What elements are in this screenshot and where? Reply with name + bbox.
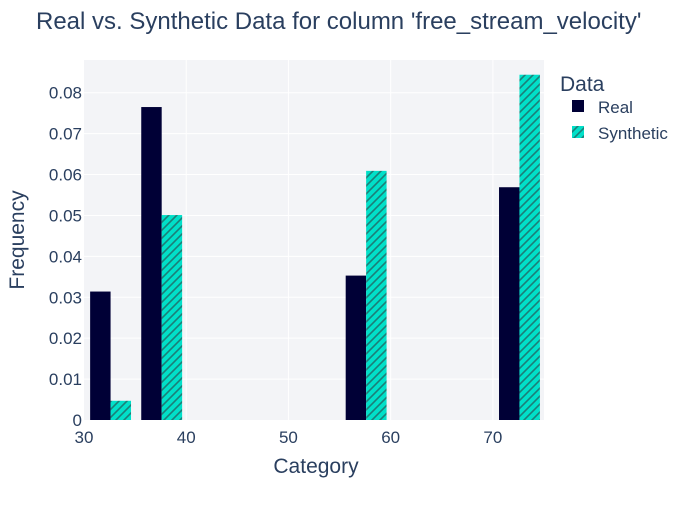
legend-label-real: Real: [598, 98, 633, 117]
legend-item-real[interactable]: Real: [572, 98, 633, 117]
legend-item-synthetic[interactable]: Synthetic: [572, 124, 668, 143]
legend: Data Real Synthetic: [560, 73, 668, 143]
y-tick-label: 0.02: [49, 329, 82, 348]
x-tick-label: 40: [177, 428, 196, 447]
legend-swatch-synthetic: [572, 126, 584, 138]
x-tick-label: 30: [75, 428, 94, 447]
y-tick-label: 0.06: [49, 166, 82, 185]
legend-swatch-real: [572, 100, 584, 112]
bars: [90, 74, 540, 421]
bar-real[interactable]: [90, 291, 111, 420]
bar-real[interactable]: [141, 107, 162, 420]
y-tick-label: 0.07: [49, 125, 82, 144]
bar-synthetic[interactable]: [519, 74, 540, 421]
legend-label-synthetic: Synthetic: [598, 124, 668, 143]
chart-title: Real vs. Synthetic Data for column 'free…: [36, 8, 641, 35]
y-tick-labels: 0 0.01 0.02 0.03 0.04 0.05 0.06 0.07 0.08: [49, 84, 82, 430]
x-axis-label: Category: [273, 455, 359, 478]
bar-synthetic[interactable]: [110, 400, 132, 420]
y-tick-label: 0: [73, 411, 82, 430]
x-tick-labels: 30 40 50 60 70: [75, 428, 503, 447]
bar-real[interactable]: [499, 187, 520, 420]
bar-synthetic[interactable]: [161, 215, 183, 420]
x-tick-label: 70: [483, 428, 502, 447]
y-tick-label: 0.01: [49, 370, 82, 389]
x-tick-label: 60: [381, 428, 400, 447]
legend-title: Data: [560, 73, 605, 96]
y-tick-label: 0.03: [49, 288, 82, 307]
y-tick-label: 0.05: [49, 206, 82, 225]
bar-synthetic[interactable]: [366, 170, 387, 420]
bar-real[interactable]: [345, 275, 367, 420]
x-tick-label: 50: [279, 428, 298, 447]
y-tick-label: 0.04: [49, 247, 82, 266]
y-tick-label: 0.08: [49, 84, 82, 103]
y-axis-label: Frequency: [6, 190, 29, 290]
